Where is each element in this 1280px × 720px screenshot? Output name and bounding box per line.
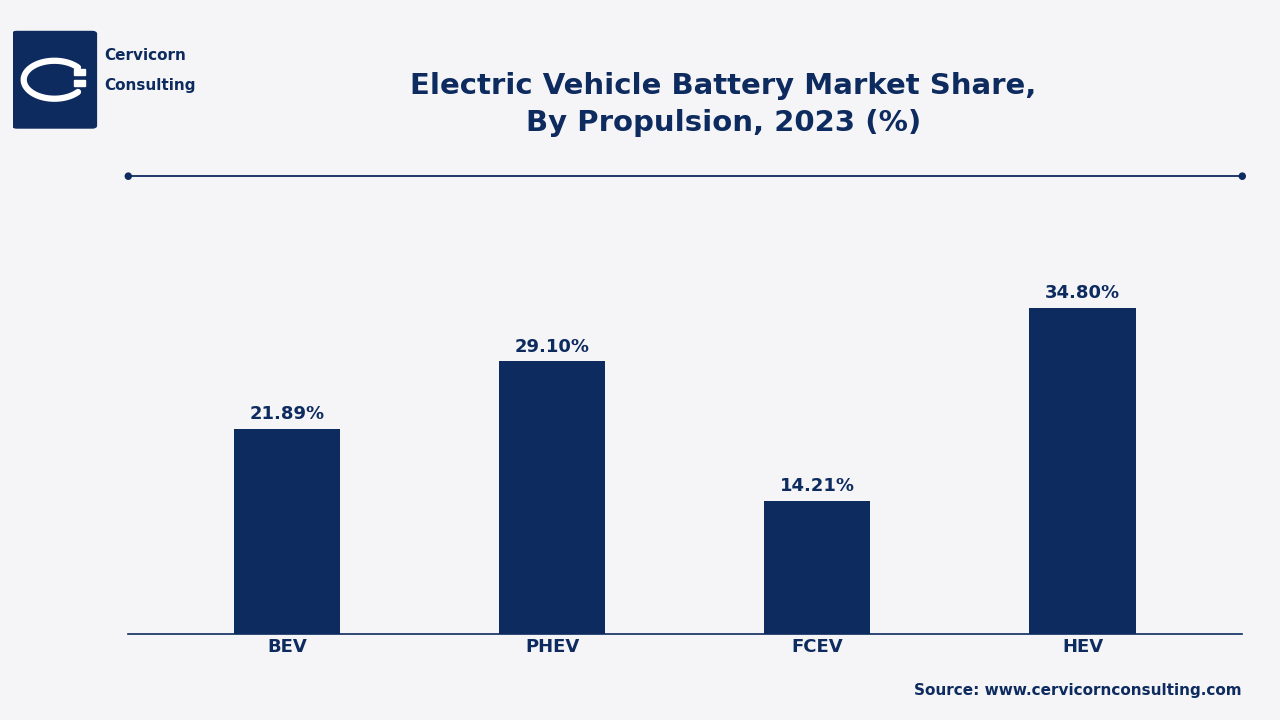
Text: 34.80%: 34.80% (1044, 284, 1120, 302)
Bar (234, 428, 340, 634)
Text: ●: ● (124, 171, 132, 181)
Text: 21.89%: 21.89% (250, 405, 325, 423)
Text: Electric Vehicle Battery Market Share,
By Propulsion, 2023 (%): Electric Vehicle Battery Market Share, B… (410, 72, 1037, 137)
Bar (764, 500, 870, 634)
Bar (499, 361, 605, 634)
Bar (74, 68, 86, 76)
Bar (1029, 308, 1135, 634)
Text: 14.21%: 14.21% (780, 477, 855, 495)
Text: Consulting: Consulting (104, 78, 196, 93)
Text: 29.10%: 29.10% (515, 338, 590, 356)
FancyBboxPatch shape (12, 31, 97, 129)
Text: ●: ● (1238, 171, 1245, 181)
Text: Source: www.cervicornconsulting.com: Source: www.cervicornconsulting.com (914, 683, 1242, 698)
Text: Cervicorn: Cervicorn (104, 48, 186, 63)
Bar (74, 80, 86, 86)
